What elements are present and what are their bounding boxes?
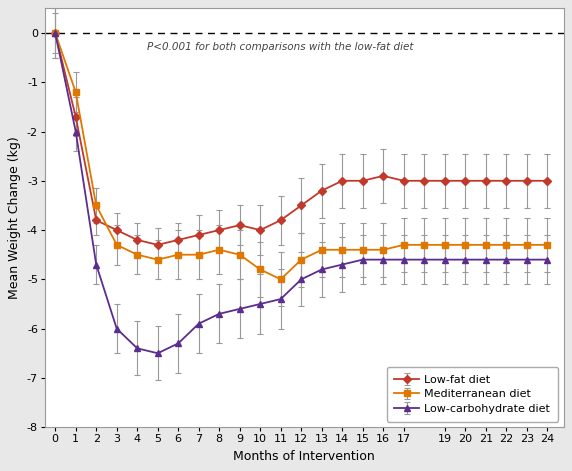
X-axis label: Months of Intervention: Months of Intervention <box>233 450 375 463</box>
Legend: Low-fat diet, Mediterranean diet, Low-carbohydrate diet: Low-fat diet, Mediterranean diet, Low-ca… <box>387 367 558 422</box>
Y-axis label: Mean Weight Change (kg): Mean Weight Change (kg) <box>9 137 21 299</box>
Text: P<0.001 for both comparisons with the low-fat diet: P<0.001 for both comparisons with the lo… <box>148 42 414 52</box>
